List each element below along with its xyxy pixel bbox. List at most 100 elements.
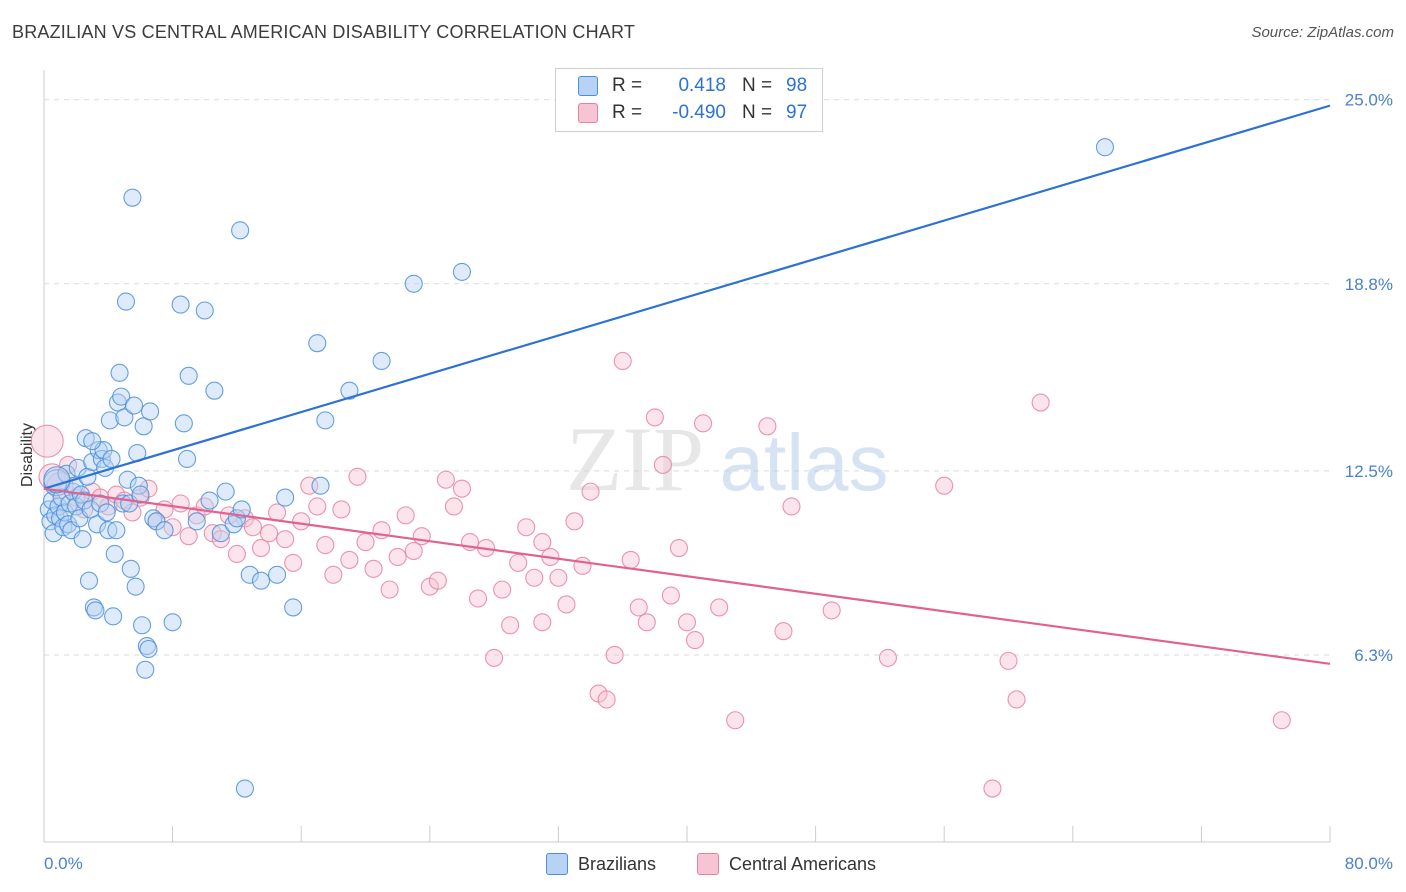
central-american-point [243, 518, 263, 537]
brazilian-point [311, 476, 330, 495]
axes [43, 70, 1331, 843]
brazilian-point [452, 262, 472, 281]
brazilian-point [404, 274, 423, 293]
brazilian-point [59, 515, 78, 534]
legend-r-label: R = [612, 102, 643, 123]
watermark-zip: ZIP [566, 408, 704, 510]
bottom-legend-central-americans: Central Americans [697, 852, 876, 876]
central-american-point [726, 711, 745, 730]
central-american-point [517, 518, 536, 537]
brazilian-point [316, 411, 335, 430]
central-american-point [565, 512, 584, 531]
central-american-point [468, 589, 488, 608]
bottom-legend-brazilians: Brazilians [546, 852, 656, 876]
brazilian-point [102, 449, 121, 469]
chart-title: BRAZILIAN VS CENTRAL AMERICAN DISABILITY… [12, 22, 636, 42]
central-american-point [653, 455, 672, 474]
brazilian-point [97, 503, 116, 522]
central-american-point [30, 424, 64, 458]
brazilian-point [163, 613, 182, 632]
brazilian-point [91, 494, 110, 513]
central-american-point [621, 550, 640, 569]
brazilian-point [141, 402, 160, 421]
central-american-point [340, 550, 359, 569]
central-american-point [1272, 711, 1291, 730]
central-american-point [428, 571, 447, 590]
grid-lines [44, 99, 1330, 656]
central-american-point [822, 601, 841, 620]
source-label: Source: ZipAtlas.com [1251, 24, 1394, 41]
central-american-point [533, 613, 552, 632]
watermark: ZIP atlas [566, 408, 888, 510]
brazilian-point [276, 488, 295, 507]
central-american-point [444, 497, 463, 516]
y-tick-label: 25.0% [1345, 91, 1393, 110]
brazilian-point [73, 530, 92, 549]
legend-r-value: 0.418 [678, 75, 726, 96]
brazilian-point [105, 544, 124, 564]
central-american-point [259, 524, 279, 543]
central-american-point [179, 527, 198, 546]
central-american-point [364, 559, 383, 578]
brazilian-point [187, 512, 206, 531]
central-american-point [983, 779, 1002, 798]
brazilian-point [100, 411, 119, 430]
x-tick-label: 0.0% [44, 854, 83, 873]
central-american-point [452, 479, 472, 498]
trend-lines [43, 104, 1331, 665]
legend-n-value: 98 [786, 75, 808, 96]
brazilian-point [144, 509, 163, 528]
bottom-legend-swatch-pink [697, 853, 719, 875]
central-american-point [637, 613, 656, 632]
stats-legend: R = 0.418 N = 98 R = -0.490 N = 97 [555, 68, 823, 132]
legend-r-label: R = [612, 75, 643, 96]
legend-swatch-blue [578, 76, 598, 96]
brazilian-point [178, 449, 197, 469]
brazilian-point [1095, 138, 1114, 157]
legend-n-value: 97 [786, 102, 808, 123]
central-american-point [935, 476, 954, 495]
legend-row-brazilians: R = 0.418 N = 98 [578, 74, 807, 98]
legend-row-central-americans: R = -0.490 N = 97 [578, 101, 807, 125]
brazilian-point [171, 295, 190, 314]
central-american-point [276, 530, 295, 549]
y-tick-label: 12.5% [1345, 462, 1393, 481]
central-american-point [710, 598, 729, 617]
brazilian-point [131, 485, 150, 504]
central-american-point [694, 414, 713, 433]
central-american-point [758, 417, 777, 436]
brazilian-point [268, 565, 287, 584]
x-tick-label: 80.0% [1345, 854, 1393, 873]
central-american-point [396, 506, 415, 525]
central-american-point [493, 580, 512, 599]
brazilian-point [224, 515, 243, 534]
watermark-atlas: atlas [720, 418, 889, 507]
brazilian-point [121, 559, 140, 578]
central-american-point [356, 533, 375, 552]
brazilian-point [251, 571, 271, 590]
brazilian-point [116, 292, 136, 311]
brazilian-point [139, 639, 158, 659]
central-american-point [1007, 690, 1026, 709]
brazilian-point [123, 188, 142, 207]
brazilians-trend-line [43, 104, 1331, 490]
brazilian-point [129, 476, 148, 495]
tick-labels: 6.3% 12.5% 18.8% 25.0% 0.0% 80.0% [44, 91, 1393, 873]
central-american-point [613, 351, 632, 371]
brazilian-point [216, 482, 235, 501]
brazilian-point [372, 351, 391, 371]
central-americans-points [30, 351, 1291, 798]
central-american-point [557, 595, 576, 614]
central-american-point [782, 497, 801, 516]
central-american-point [605, 645, 624, 664]
brazilian-point [137, 636, 156, 656]
central-american-point [501, 616, 520, 635]
brazilian-point [104, 607, 123, 626]
brazilian-point [240, 565, 259, 584]
central-american-point [308, 497, 327, 516]
central-american-point [211, 530, 230, 549]
central-american-point [436, 470, 455, 489]
brazilian-point [205, 381, 224, 400]
central-american-point [485, 648, 504, 667]
